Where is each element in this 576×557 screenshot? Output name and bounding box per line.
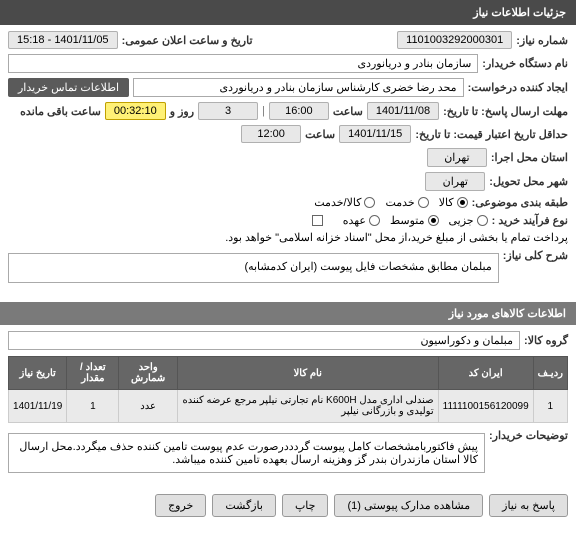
buyer-label: نام دستگاه خریدار: bbox=[482, 57, 568, 70]
validity-date: 1401/11/15 bbox=[339, 125, 411, 143]
exit-button[interactable]: خروج bbox=[155, 494, 206, 517]
th-unit: واحد شمارش bbox=[119, 357, 177, 390]
radio-dot-medium bbox=[428, 215, 439, 226]
contact-info-button[interactable]: اطلاعات تماس خریدار bbox=[8, 78, 129, 97]
remaining-label: ساعت باقی مانده bbox=[20, 105, 101, 118]
table-header-row: ردیـف ایران کد نام کالا واحد شمارش تعداد… bbox=[9, 357, 568, 390]
table-row: 1 1111100156120099 صندلی اداری مدل K600H… bbox=[9, 390, 568, 423]
requester-label: ایجاد کننده درخواست: bbox=[468, 81, 568, 94]
requester-value: محد رضا خضری کارشناس سازمان بنادر و دریا… bbox=[133, 78, 464, 97]
days-label: روز و bbox=[170, 105, 194, 118]
goods-table: ردیـف ایران کد نام کالا واحد شمارش تعداد… bbox=[8, 356, 568, 423]
validity-time: 12:00 bbox=[241, 125, 301, 143]
exec-province: تهران bbox=[427, 148, 487, 167]
process-label: نوع فرآیند خرید : bbox=[492, 214, 568, 227]
time-label-2: ساعت bbox=[305, 128, 335, 141]
td-date: 1401/11/19 bbox=[9, 390, 67, 423]
radio-medium[interactable]: متوسط bbox=[390, 214, 439, 227]
radio-dot-small bbox=[477, 215, 488, 226]
announce-label: تاریخ و ساعت اعلان عمومی: bbox=[122, 34, 253, 47]
th-name: نام کالا bbox=[177, 357, 438, 390]
td-unit: عدد bbox=[119, 390, 177, 423]
time-label-1: ساعت bbox=[333, 105, 363, 118]
need-no-value: 1101003292000301 bbox=[397, 31, 512, 49]
goods-group-value: مبلمان و دکوراسیون bbox=[8, 331, 520, 350]
summary-box: مبلمان مطابق مشخصات فایل پیوست (ایران کد… bbox=[8, 253, 499, 283]
td-code: 1111100156120099 bbox=[438, 390, 533, 423]
reply-button[interactable]: پاسخ به نیاز bbox=[489, 494, 568, 517]
th-date: تاریخ نیاز bbox=[9, 357, 67, 390]
radio-dot-goods-service bbox=[364, 197, 375, 208]
category-radio-group: کالا خدمت کالا/خدمت bbox=[314, 196, 467, 209]
print-button[interactable]: چاپ bbox=[282, 494, 329, 517]
radio-goods-service[interactable]: کالا/خدمت bbox=[314, 196, 375, 209]
action-buttons: پاسخ به نیاز مشاهده مدارک پیوستی (1) چاپ… bbox=[0, 488, 576, 523]
radio-dot-service bbox=[418, 197, 429, 208]
buyer-notes-label: توضیحات خریدار: bbox=[489, 429, 568, 442]
deadline-label: مهلت ارسال پاسخ: تا تاریخ: bbox=[443, 105, 568, 118]
buyer-value: سازمان بنادر و دریانوردی bbox=[8, 54, 478, 73]
radio-small[interactable]: جزیی bbox=[449, 214, 488, 227]
radio-dot-large bbox=[369, 215, 380, 226]
need-no-label: شماره نیاز: bbox=[516, 34, 568, 47]
radio-medium-label: متوسط bbox=[390, 214, 425, 227]
radio-service-label: خدمت bbox=[385, 196, 414, 209]
process-radio-group: جزیی متوسط عهده bbox=[343, 214, 488, 227]
radio-service[interactable]: خدمت bbox=[385, 196, 428, 209]
radio-goods-label: کالا bbox=[439, 196, 454, 209]
delivery-city-label: شهر محل تحویل: bbox=[489, 175, 568, 188]
th-qty: تعداد / مقدار bbox=[67, 357, 119, 390]
main-header: جزئیات اطلاعات نیاز bbox=[0, 0, 576, 25]
radio-large[interactable]: عهده bbox=[343, 214, 380, 227]
deadline-time: 16:00 bbox=[269, 102, 329, 120]
goods-info-header: اطلاعات کالاهای مورد نیاز bbox=[0, 302, 576, 325]
category-label: طبقه بندی موضوعی: bbox=[472, 196, 568, 209]
back-button[interactable]: بازگشت bbox=[212, 494, 276, 517]
days-value: 3 bbox=[198, 102, 258, 120]
th-code: ایران کد bbox=[438, 357, 533, 390]
buyer-notes-box: پیش فاکتوربامشخصات کامل پیوست گردددرصورت… bbox=[8, 433, 485, 473]
radio-dot-goods bbox=[457, 197, 468, 208]
payment-note: پرداخت تمام یا بخشی از مبلغ خرید،از محل … bbox=[225, 231, 568, 244]
radio-small-label: جزیی bbox=[449, 214, 474, 227]
treasury-checkbox[interactable] bbox=[312, 215, 323, 226]
goods-group-label: گروه کالا: bbox=[524, 334, 568, 347]
radio-large-label: عهده bbox=[343, 214, 366, 227]
announce-value: 1401/11/05 - 15:18 bbox=[8, 31, 118, 49]
td-qty: 1 bbox=[67, 390, 119, 423]
deadline-date: 1401/11/08 bbox=[367, 102, 439, 120]
delivery-city: تهران bbox=[425, 172, 485, 191]
attachments-button[interactable]: مشاهده مدارک پیوستی (1) bbox=[334, 494, 483, 517]
radio-goods[interactable]: کالا bbox=[439, 196, 468, 209]
td-name: صندلی اداری مدل K600H نام تجارتی نیلپر م… bbox=[177, 390, 438, 423]
exec-province-label: استان محل اجرا: bbox=[491, 151, 568, 164]
validity-label: حداقل تاریخ اعتبار قیمت: تا تاریخ: bbox=[415, 128, 568, 141]
summary-label: شرح کلی نیاز: bbox=[503, 249, 568, 262]
remaining-time: 00:32:10 bbox=[105, 102, 166, 120]
th-row: ردیـف bbox=[533, 357, 567, 390]
td-row: 1 bbox=[533, 390, 567, 423]
radio-goods-service-label: کالا/خدمت bbox=[314, 196, 361, 209]
